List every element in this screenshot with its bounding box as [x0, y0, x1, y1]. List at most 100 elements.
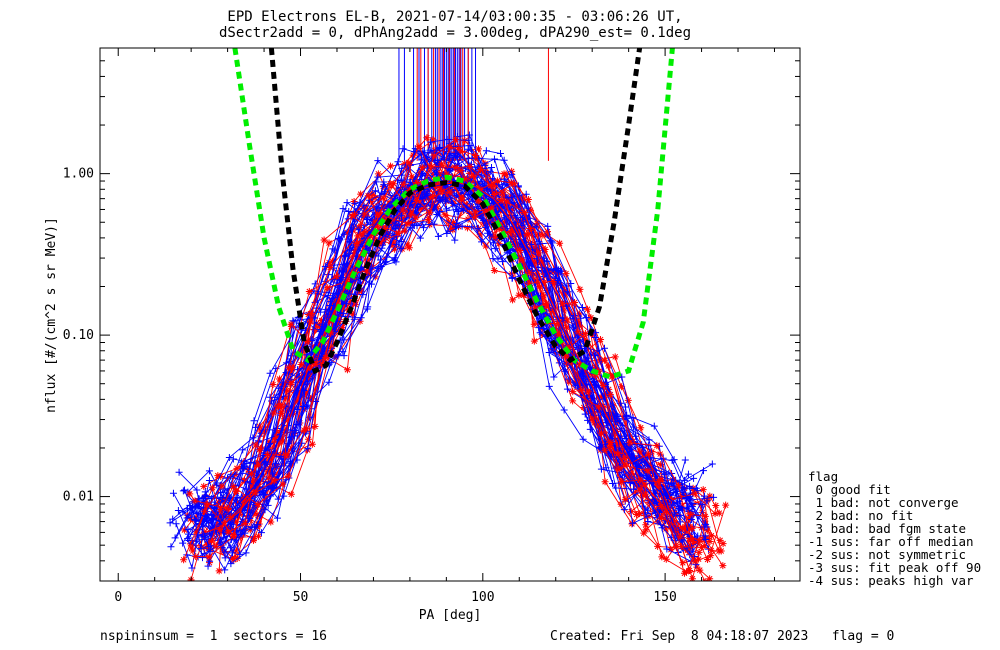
series-red-point: [707, 546, 715, 554]
series-red-point: [618, 478, 626, 486]
series-red-point: [445, 188, 453, 196]
series-blue-point: [242, 549, 250, 557]
series-red-point: [493, 177, 501, 185]
series-red-point: [637, 424, 645, 432]
series-red-point: [679, 559, 687, 567]
series-red-point: [455, 144, 463, 152]
series-blue-point: [687, 489, 695, 497]
series-red-point: [488, 204, 496, 212]
x-axis-label: PA [deg]: [419, 608, 482, 623]
series-red-point: [229, 482, 237, 490]
legend-entry: -1 sus: far off median: [808, 534, 974, 549]
series-red-point: [576, 361, 584, 369]
series-red-point: [348, 212, 356, 220]
series-blue-point: [690, 474, 698, 482]
series-red-point: [214, 472, 222, 480]
series-red-point: [254, 532, 262, 540]
series-blue-point: [708, 460, 716, 468]
series-red-point: [693, 563, 701, 571]
series-red-point: [470, 213, 478, 221]
series-blue-point: [343, 199, 351, 207]
series-red-point: [687, 510, 695, 518]
series-blue-point: [687, 516, 695, 524]
legend: flag 0 good fit 1 bad: not converge 2 ba…: [808, 469, 981, 588]
series-red-point: [608, 373, 616, 381]
series-red-point: [703, 527, 711, 535]
series-red-point: [207, 537, 215, 545]
series-red-point: [701, 512, 709, 520]
series-blue-point: [681, 476, 689, 484]
series-red-point: [311, 422, 319, 430]
series-red-point: [240, 496, 248, 504]
series-red-point: [644, 467, 652, 475]
series-blue-point: [658, 524, 666, 532]
series-red-point: [209, 484, 217, 492]
series-blue-point: [188, 564, 196, 572]
series-red-point: [188, 544, 196, 552]
series-red-point: [499, 189, 507, 197]
series-red-point: [641, 490, 649, 498]
series-red-point: [416, 204, 424, 212]
series-red-point: [461, 137, 469, 145]
series-blue-point: [545, 382, 553, 390]
series-red-point: [457, 167, 465, 175]
series-red-point: [265, 473, 273, 481]
series-blue-point: [553, 265, 561, 273]
series-blue-point: [374, 252, 382, 260]
series-red-point: [446, 143, 454, 151]
series-blue-point: [710, 493, 718, 501]
series-red-point: [353, 264, 361, 272]
series-blue-point: [416, 234, 424, 242]
series-red-point: [282, 387, 290, 395]
series-red-point: [595, 422, 603, 430]
series-red-point: [535, 249, 543, 257]
series-red-point: [446, 156, 454, 164]
series-red-point: [227, 513, 235, 521]
series-red-point: [180, 526, 188, 534]
series-blue-point: [213, 479, 221, 487]
series-red-point: [320, 236, 328, 244]
series-red-point: [394, 223, 402, 231]
series-red-point: [606, 391, 614, 399]
series-red-point: [304, 338, 312, 346]
series-red-point: [374, 170, 382, 178]
series-blue-point: [556, 281, 564, 289]
series-red-point: [325, 259, 333, 267]
series-red-point: [255, 520, 263, 528]
series-red-point: [450, 218, 458, 226]
series-blue-point: [220, 533, 228, 541]
series-red-point: [475, 145, 483, 153]
series-red-point: [491, 190, 499, 198]
series-blue-point: [287, 458, 295, 466]
series-red-point: [667, 496, 675, 504]
series-red-point: [638, 449, 646, 457]
series-red-point: [658, 553, 666, 561]
series-red-point: [562, 352, 570, 360]
series-red-point: [452, 135, 460, 143]
series-red-point: [218, 482, 226, 490]
series-red-point: [524, 196, 532, 204]
series-red-point: [584, 388, 592, 396]
series-red-point: [625, 475, 633, 483]
series-red-point: [256, 446, 264, 454]
series-blue-trace: [196, 181, 699, 556]
series-red-point: [531, 304, 539, 312]
series-red-point: [715, 547, 723, 555]
series-red-point: [530, 320, 538, 328]
series-blue-point: [355, 226, 363, 234]
series-red-point: [678, 525, 686, 533]
series-red-point: [386, 180, 394, 188]
series-blue-point: [460, 206, 468, 214]
series-red-point: [605, 362, 613, 370]
series-red-point: [371, 223, 379, 231]
series-red-point: [513, 219, 521, 227]
series-red-point: [476, 166, 484, 173]
series-red-point: [282, 394, 290, 402]
series-red-point: [200, 482, 208, 490]
series-red-point: [270, 477, 278, 485]
series-blue-point: [450, 192, 458, 200]
series-red-point: [364, 256, 372, 264]
series-red-point: [180, 556, 188, 564]
series-red-point: [657, 502, 665, 510]
series-red-point: [288, 367, 296, 375]
